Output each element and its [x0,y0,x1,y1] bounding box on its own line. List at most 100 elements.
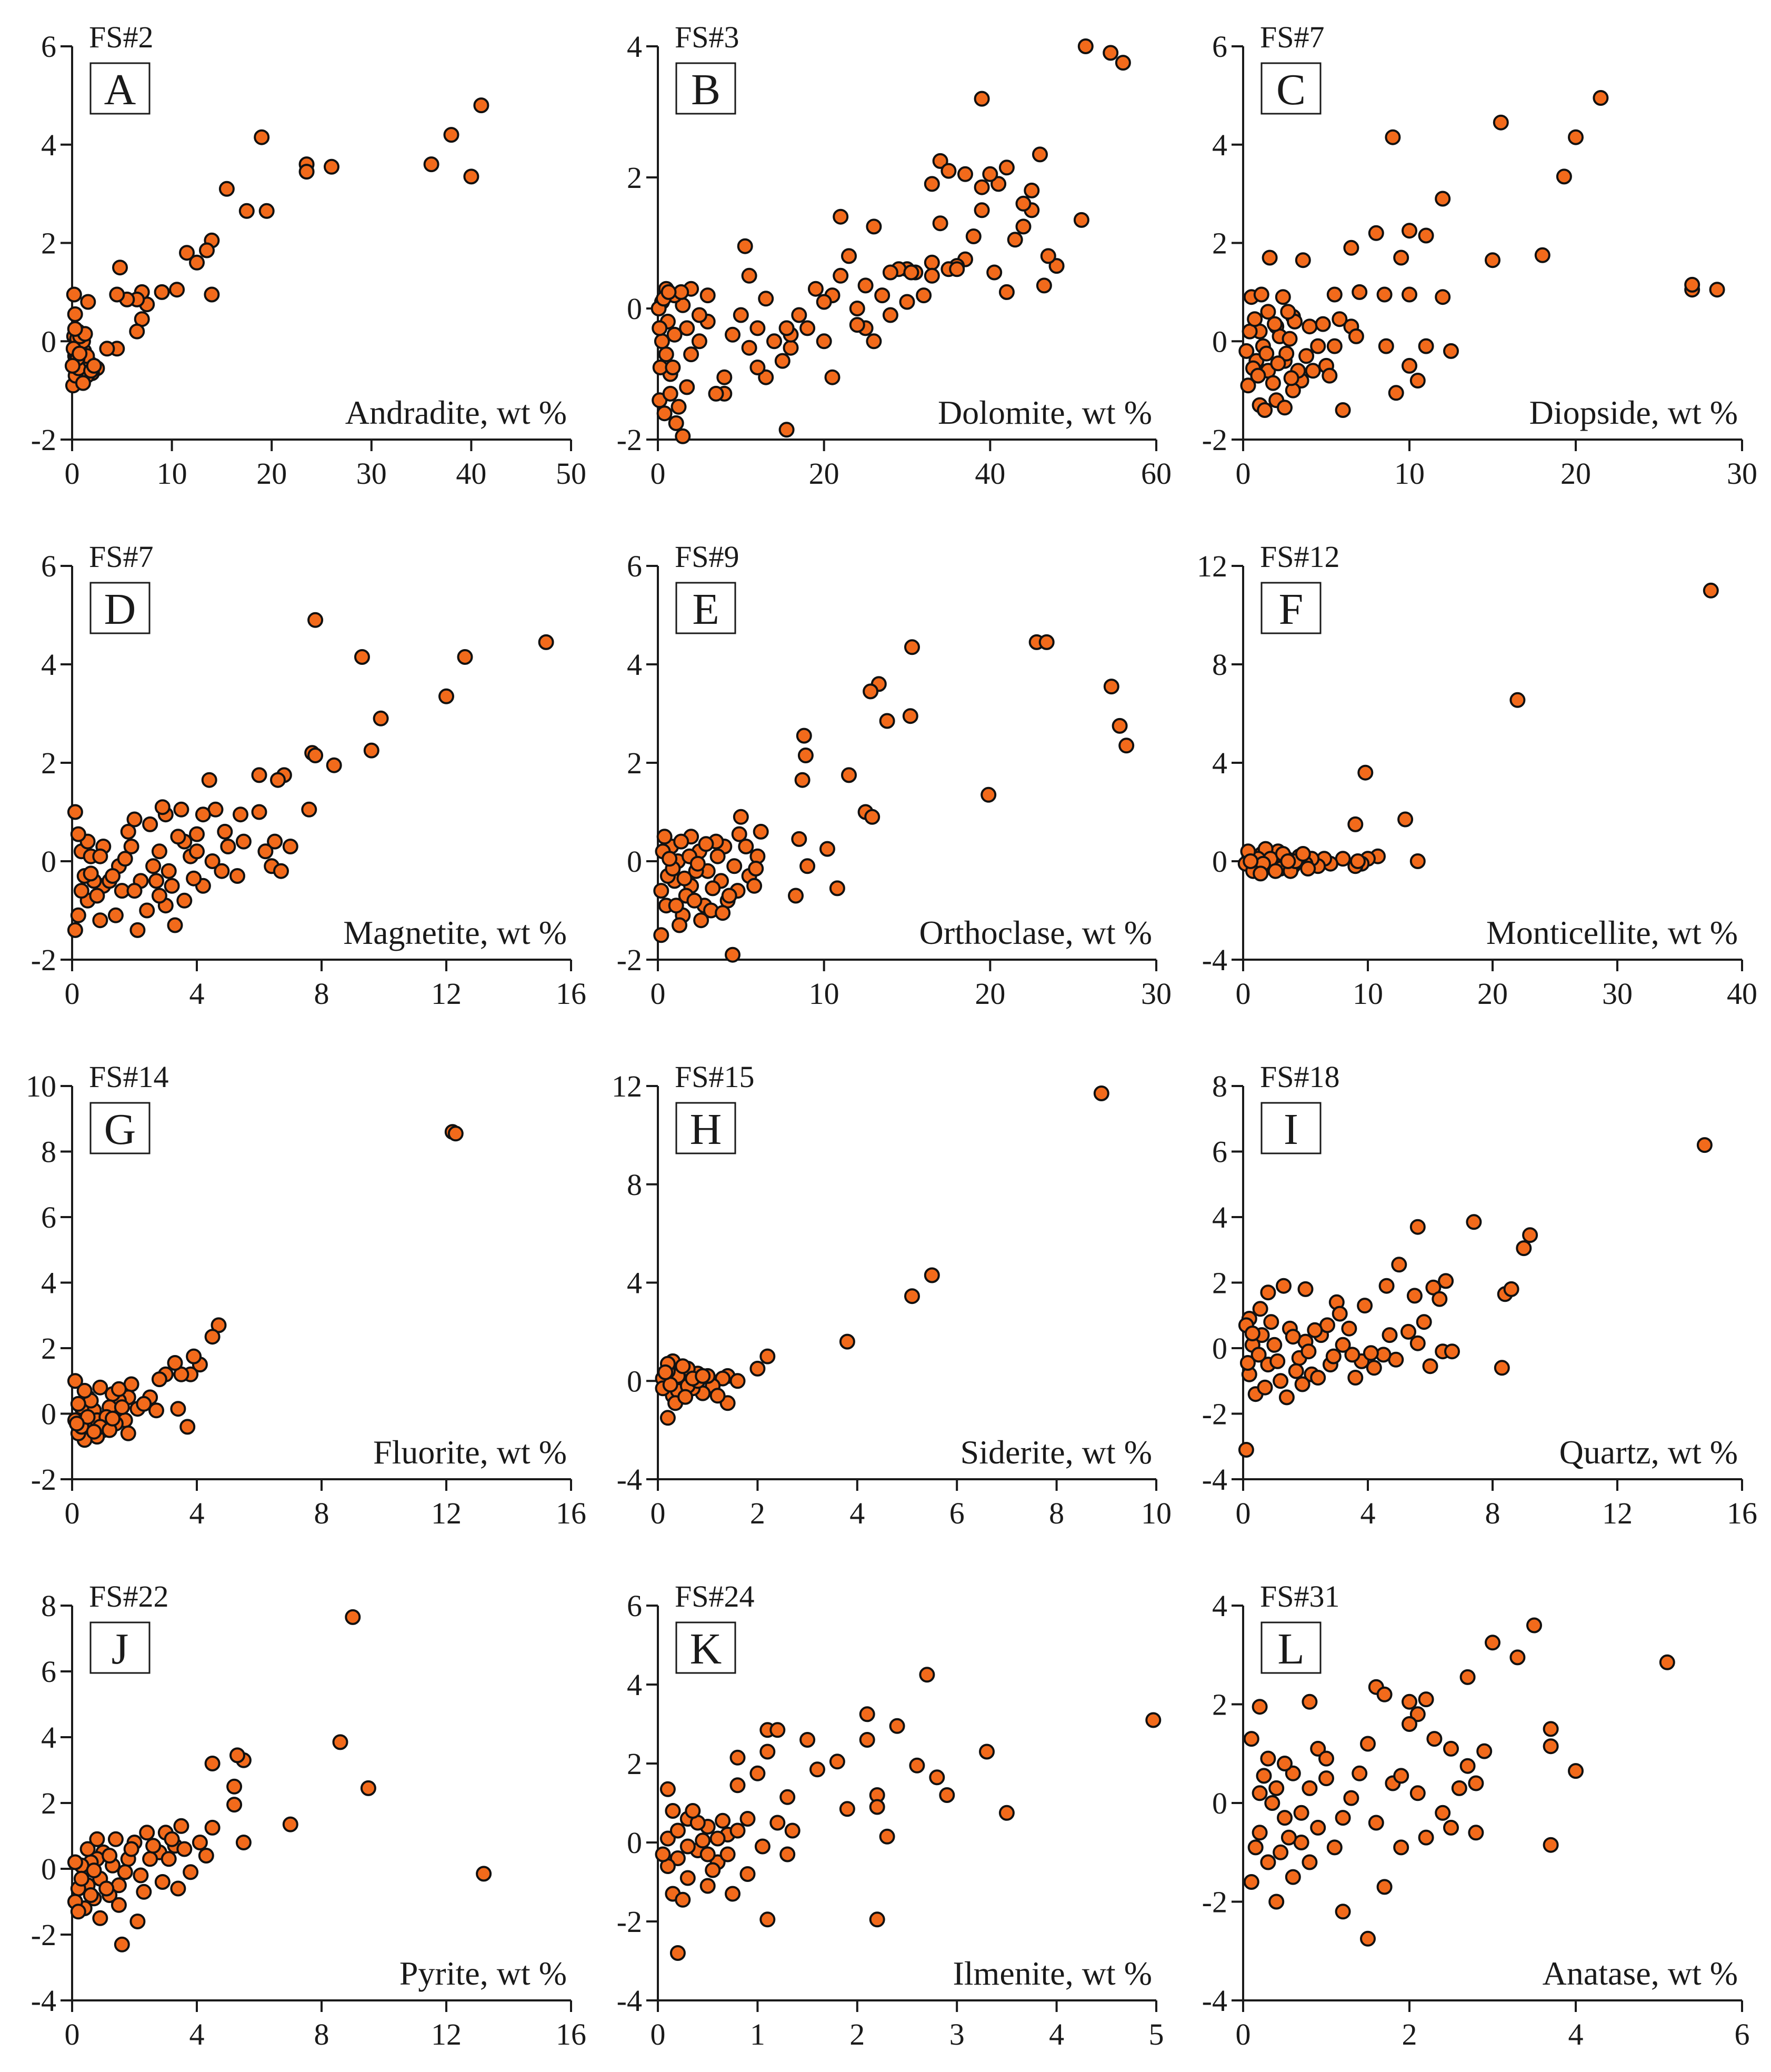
data-point [1568,1763,1584,1779]
data-point [809,1761,825,1778]
data-point [849,317,865,333]
data-point [665,360,681,375]
data-point [986,264,1003,281]
data-point [1393,250,1409,266]
points-c [1238,90,1725,418]
x-tick-label: 20 [809,456,839,491]
data-point [1275,289,1291,305]
data-point [251,804,267,820]
data-point [939,1787,955,1803]
panel-c: 0 10 20 30 -2 0 2 4 6 FS#7 C Diopside, wt % [1202,20,1757,491]
data-point [683,346,699,363]
y-tick-label: -4 [617,1984,642,2018]
data-point [899,294,915,310]
x-tick-label: 0 [65,456,80,491]
x-tick-label: 20 [975,977,1005,1011]
data-point [737,238,753,254]
x-tick-label: 0 [1236,2017,1251,2051]
data-point [1310,1370,1326,1386]
y-tick-label: -2 [1202,1397,1227,1431]
data-point [129,1914,146,1929]
data-point [903,264,919,281]
data-point [1326,1839,1343,1856]
data-point [99,341,115,357]
data-point [705,1862,721,1878]
data-point [133,1867,149,1884]
points-i [1238,1137,1713,1458]
data-point [1593,90,1609,106]
data-point [716,369,733,385]
data-point [257,843,274,860]
data-point [791,831,807,847]
x-tick-label: 30 [356,456,387,491]
data-point [1347,816,1364,832]
data-point [267,833,283,850]
data-point [1368,225,1384,241]
data-point [176,1841,193,1857]
panel-letter: C [1276,65,1306,114]
data-point [443,127,459,143]
data-point [1280,304,1296,320]
data-point [679,1870,696,1886]
data-point [659,1410,676,1426]
data-point [233,806,248,823]
data-point [129,922,146,938]
y-tick-label: 0 [627,1364,642,1398]
data-point [797,748,814,763]
data-point [123,839,139,854]
panel-letter-box [1260,62,1322,115]
data-point [1409,1785,1426,1801]
data-point [932,153,948,169]
data-point [92,912,108,929]
data-point [721,888,737,904]
data-point [1243,1731,1259,1747]
data-point [1315,316,1331,332]
y-tick-label: 8 [1212,1069,1227,1103]
data-point [105,868,121,884]
data-point [672,917,687,933]
data-point [186,1348,202,1364]
data-point [1277,1756,1293,1771]
data-point [904,639,920,655]
data-point [1252,1785,1268,1801]
data-point [1418,227,1434,244]
data-point [1103,679,1119,695]
data-point [879,1828,895,1845]
x-tick-label: 16 [556,2017,586,2051]
data-point [1388,385,1404,401]
data-point [741,267,757,284]
data-point [739,1866,756,1882]
data-point [909,1757,925,1774]
panel-h: 0 2 4 6 8 10 -4 0 4 8 12 FS#15 H Siderite, wt % [612,1060,1172,1530]
data-point [189,254,205,271]
data-point [974,91,990,107]
x-tick-label: 0 [651,456,666,491]
data-point [675,1891,691,1908]
y-tick-label: 2 [627,161,642,195]
data-point [974,202,990,218]
y-tick-label: 6 [1212,29,1227,64]
data-point [882,307,898,323]
data-point [1335,1810,1351,1826]
data-point [758,369,774,385]
data-point [1264,1795,1280,1811]
data-point [816,294,832,310]
data-point [1709,282,1725,298]
x-tick-label: 50 [556,456,586,491]
panel-letter: J [112,1625,129,1673]
data-point [214,863,230,879]
data-point [164,1831,180,1847]
data-point [109,286,125,303]
data-point [698,836,714,852]
y-tick-label: 4 [627,1266,642,1300]
data-point [126,811,143,828]
data-point [68,1416,85,1432]
y-tick-label: 2 [41,226,56,261]
data-point [841,248,857,264]
data-point [373,710,389,726]
data-point [779,1789,796,1805]
data-point [829,880,845,896]
x-tick-label: 4 [1568,2017,1584,2051]
data-point [123,1841,139,1857]
